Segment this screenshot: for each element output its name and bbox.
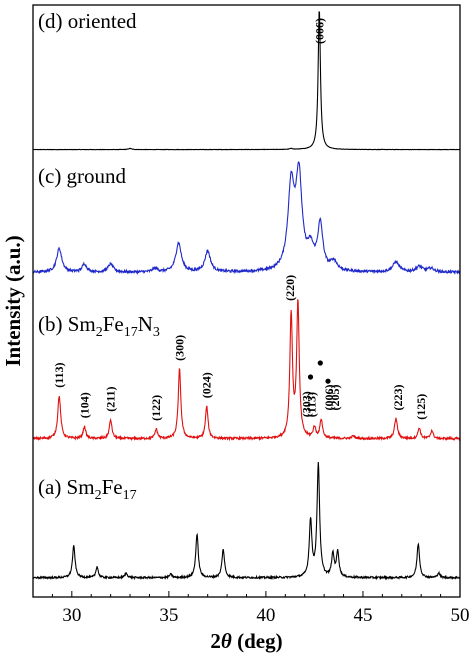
series-line [32, 11, 461, 151]
peak-label: (125) [414, 394, 428, 420]
panel-1: (c) ground [32, 161, 461, 276]
peak-marker [325, 378, 331, 384]
series-line [32, 161, 461, 276]
panel-label-part: N [138, 312, 153, 336]
peak-label: (300) [173, 335, 187, 361]
peak-label: (024) [200, 372, 214, 398]
panel-layer: (d) oriented (006)(c) ground(b) Sm2Fe17N3… [32, 9, 461, 581]
peak-label: (211) [104, 386, 118, 411]
series-line [32, 298, 461, 442]
panel-label: (c) ground [38, 164, 127, 188]
x-axis-label: 2θ (deg) [210, 629, 282, 653]
panel-label-part: 2 [96, 325, 103, 340]
x-tick-label: 50 [451, 605, 470, 626]
panel-label-part: (a) Sm [38, 475, 95, 499]
peak-label: (223) [391, 385, 405, 411]
peak-marker [317, 360, 323, 366]
panel-3: (a) Sm2Fe17 [32, 461, 461, 581]
series-line [32, 461, 461, 581]
peak-label: (006) [312, 18, 326, 44]
x-tick-label: 35 [159, 605, 178, 626]
panel-label-part: (c) ground [38, 164, 127, 188]
peak-label: (113) [52, 362, 66, 387]
panel-label: (d) oriented [38, 9, 137, 33]
plot-frame [32, 4, 461, 598]
peak-label: (303) [300, 391, 314, 417]
panel-label-part: (b) Sm [38, 312, 96, 336]
peak-label: (113) [305, 392, 319, 417]
peak-label: (205) [328, 385, 342, 411]
y-axis-label: Intensity (a.u.) [1, 235, 25, 366]
peak-label: (220) [283, 275, 297, 301]
panel-label-part: 3 [153, 325, 160, 340]
panel-label-part: 2 [95, 488, 102, 503]
x-axis: 30 35 40 45 50 [32, 591, 470, 626]
x-tick-label: 40 [256, 605, 275, 626]
panel-label-part: (d) oriented [38, 9, 137, 33]
peak-label: (104) [77, 392, 91, 418]
peak-label: (122) [149, 395, 163, 421]
peak-label: (006) [322, 385, 336, 411]
peak-marker [307, 374, 314, 380]
x-axis-label-theta: θ [221, 629, 232, 653]
x-axis-label-prefix: 2 [210, 629, 221, 653]
panel-label: (b) Sm2Fe17N3 [38, 312, 160, 340]
panel-label-part: 17 [124, 325, 138, 340]
panel-label-part: Fe [103, 312, 124, 336]
panel-2: (b) Sm2Fe17N3 (113) (104) (211) (122) (300) (0… [32, 275, 461, 442]
panel-label-part: Fe [102, 475, 123, 499]
x-tick-label: 30 [62, 605, 81, 626]
panel-0: (d) oriented (006) [32, 9, 461, 151]
panel-label-part: 17 [123, 488, 137, 503]
x-axis-label-unit: (deg) [232, 629, 283, 653]
x-tick-label: 45 [353, 605, 372, 626]
panel-label: (a) Sm2Fe17 [38, 475, 137, 503]
